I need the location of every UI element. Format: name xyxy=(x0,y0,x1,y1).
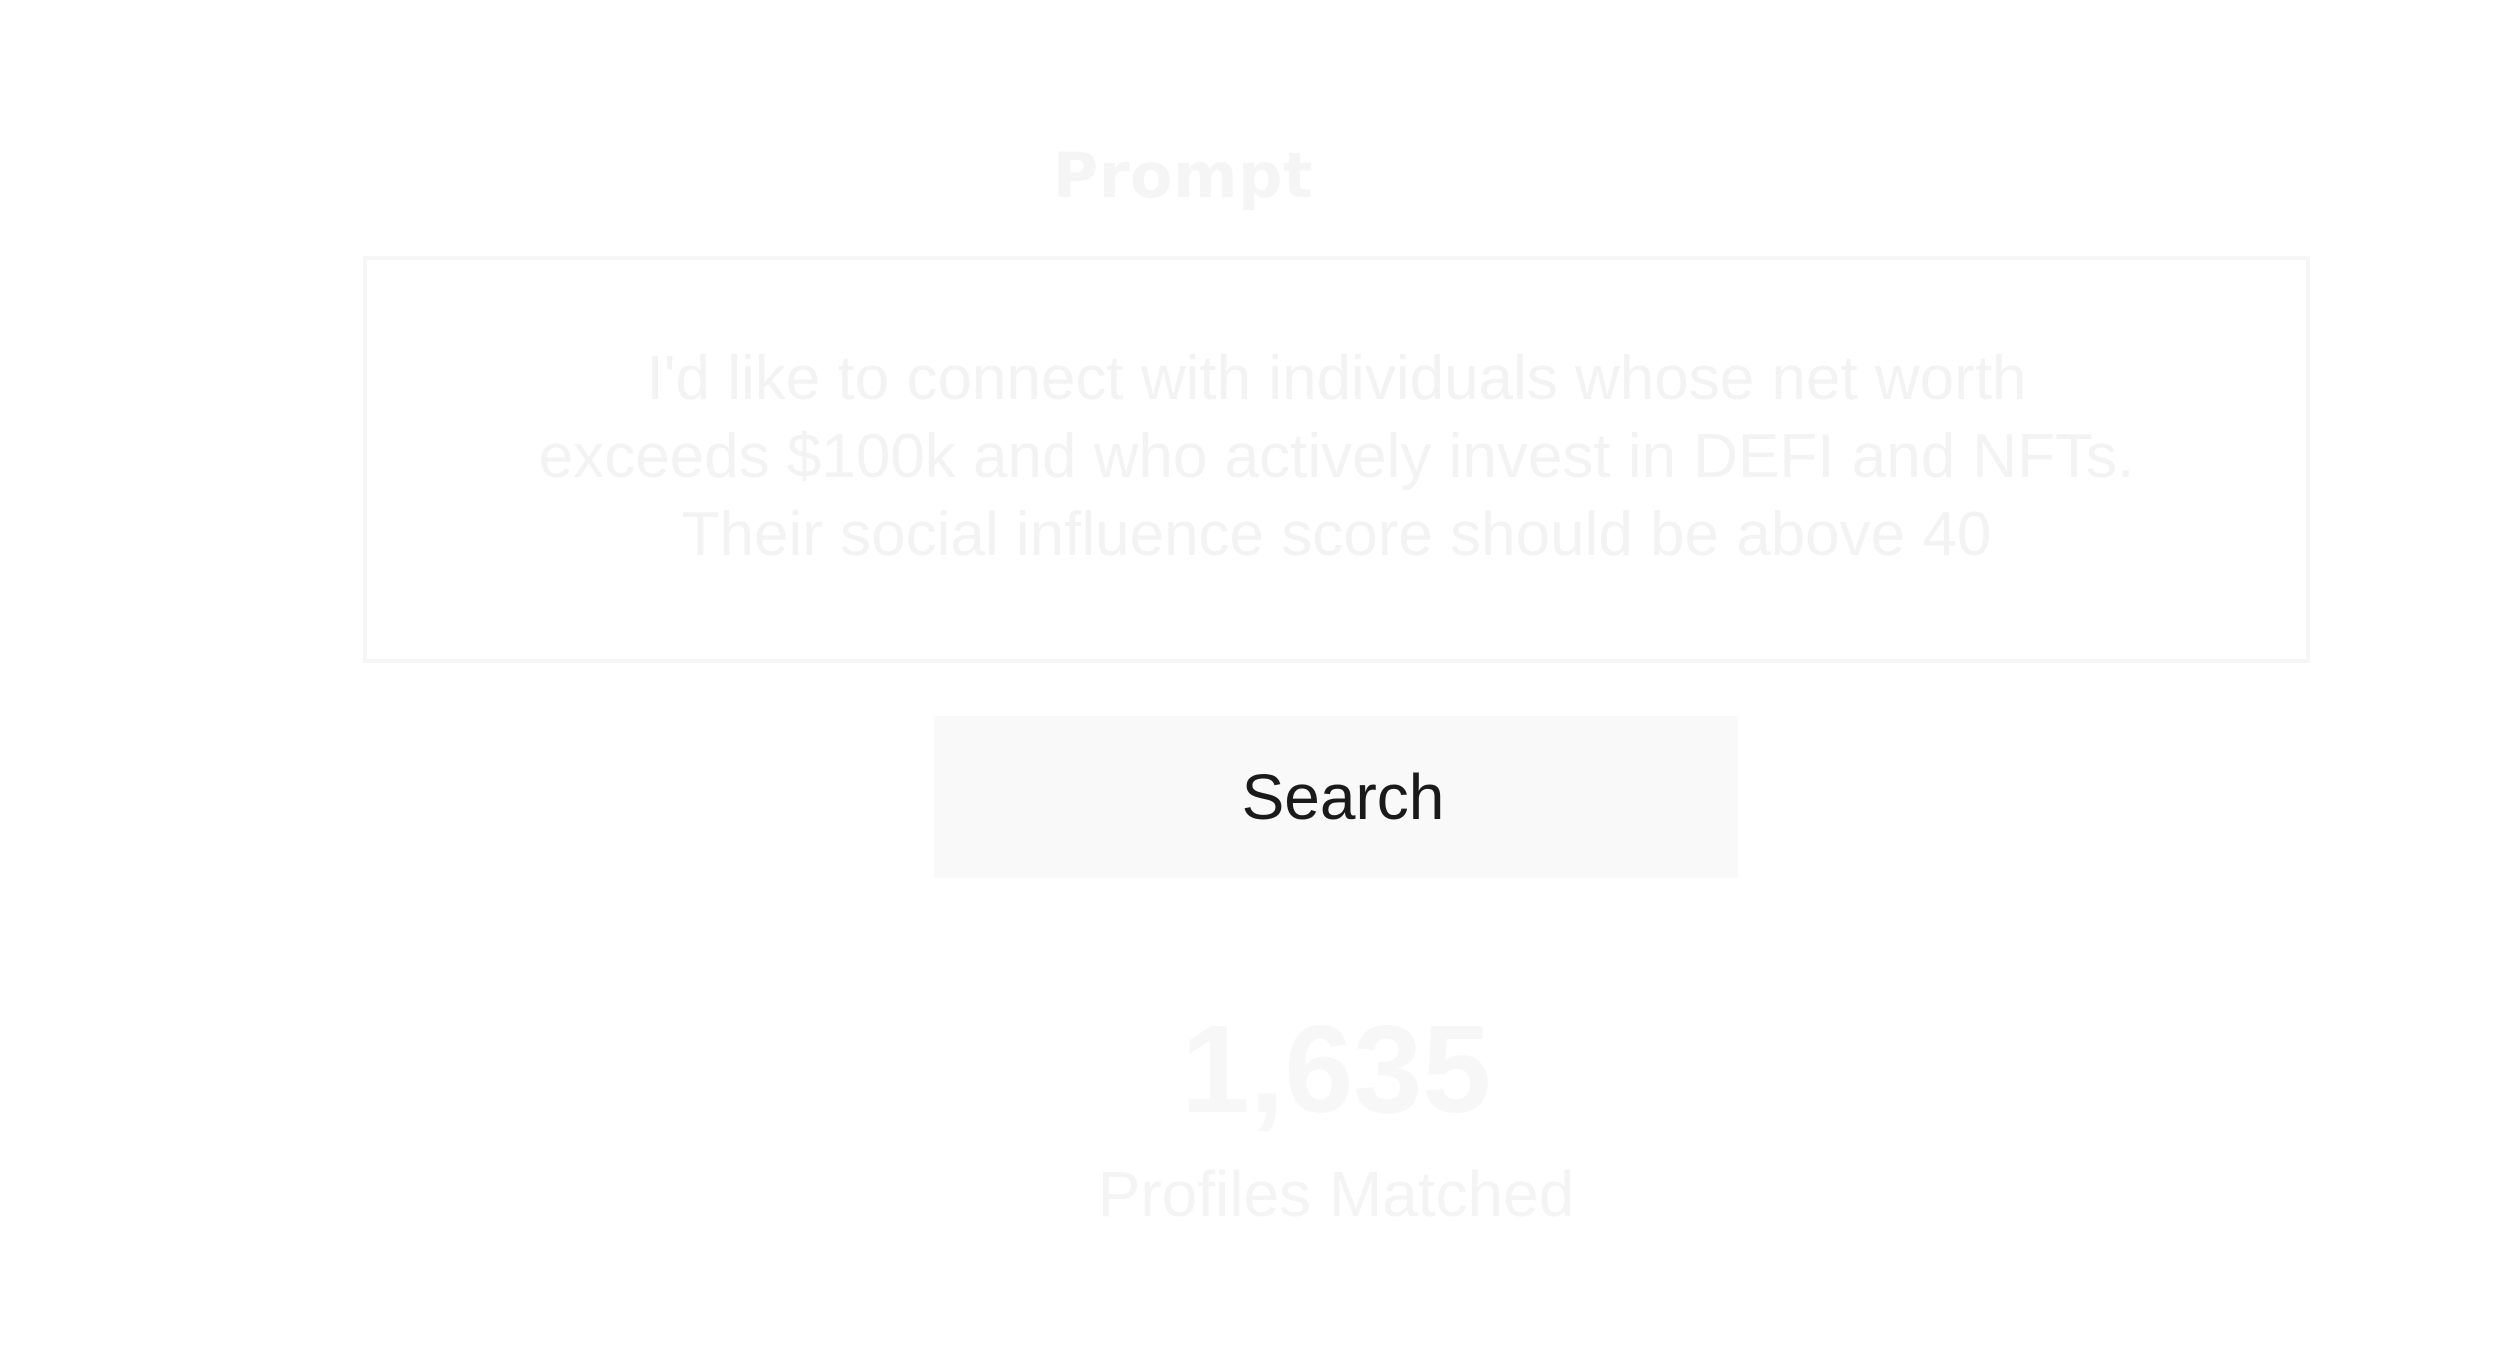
profiles-matched-count: 1,635 xyxy=(1180,1001,1492,1139)
prompt-text[interactable]: I'd like to connect with individuals who… xyxy=(538,344,2135,569)
prompt-input-box[interactable]: I'd like to connect with individuals who… xyxy=(363,256,2310,663)
search-button[interactable]: Search xyxy=(934,716,1738,878)
profiles-matched-label: Profiles Matched xyxy=(1097,1158,1575,1230)
prompt-heading: Prompt xyxy=(1052,139,1314,212)
